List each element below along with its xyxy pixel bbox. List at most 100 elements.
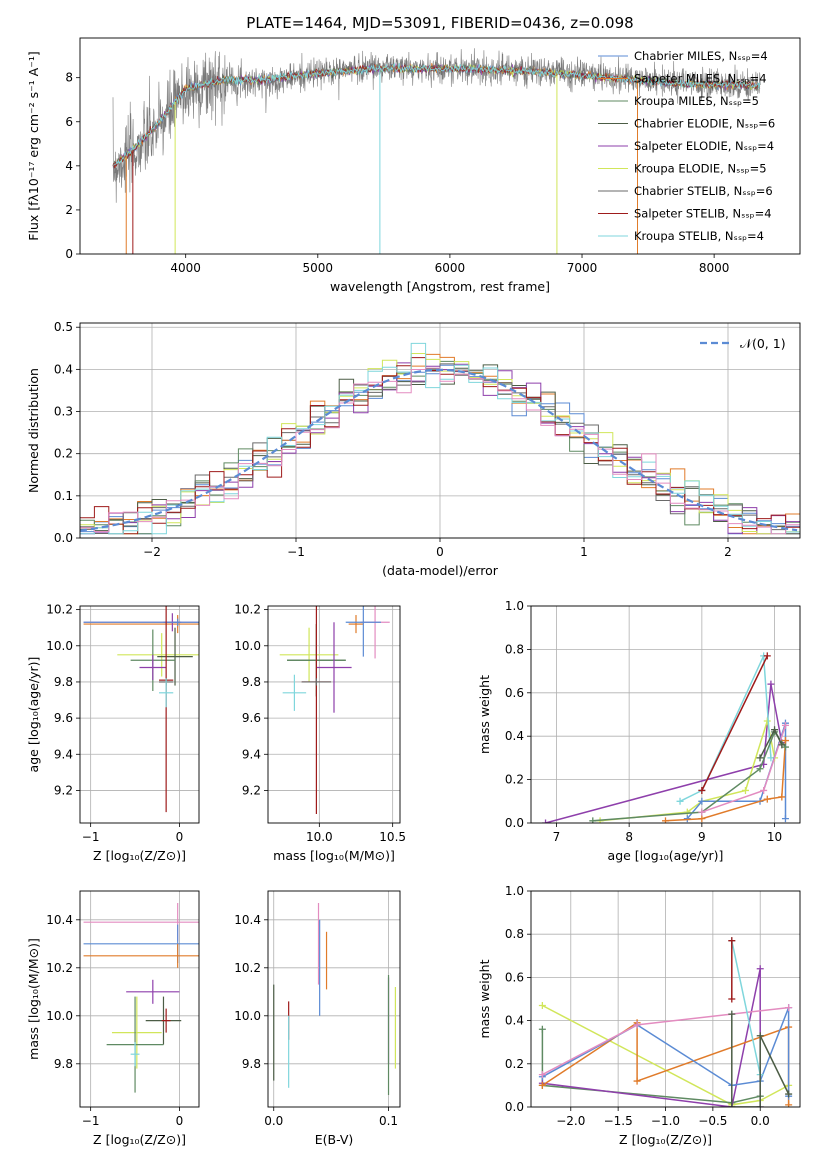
age-metallicity-panel: −1 0 9.2 9.4 9.6 9.8 10.0 10.2 Z [log₁₀(Z/Z⊙)] ag… — [26, 603, 200, 863]
y-tick-label: 0.2 — [54, 447, 73, 461]
weight-marker — [633, 1021, 641, 1029]
histogram-legend: 𝒩(0, 1) — [700, 336, 786, 351]
legend-label: Salpeter MILES, Nₛₛₚ=4 — [634, 72, 767, 86]
y-tick-label: 10.2 — [234, 961, 261, 975]
legend-label: Salpeter ELODIE, Nₛₛₚ=4 — [634, 139, 774, 153]
legend-label: Chabrier MILES, Nₛₛₚ=4 — [634, 49, 768, 63]
mass-weight-age-panel: 7 8 9 10 0.0 0.2 0.4 0.6 0.8 1.0 age [log₁₀(age/yr… — [477, 599, 801, 863]
weight-marker — [676, 797, 684, 805]
weight-marker — [589, 817, 597, 823]
y-tick-label: 10.0 — [46, 639, 73, 653]
mass-metallicity-panel: −1 0 9.8 10.0 10.2 10.4 Z [log₁₀(Z/Z⊙)] mass [l… — [26, 890, 200, 1147]
y-tick-label: 0.1 — [54, 489, 73, 503]
x-tick-label: 0 — [176, 830, 184, 844]
weight-line-kroupa_stelib — [679, 655, 772, 802]
weight-marker — [728, 937, 736, 945]
x-tick-label: 7 — [553, 830, 561, 844]
x-axis-label: Z [log₁₀(Z/Z⊙)] — [93, 1132, 186, 1147]
y-tick-label: 1.0 — [505, 884, 524, 898]
weight-marker — [756, 965, 764, 973]
y-tick-label: 0.0 — [54, 531, 73, 545]
plot-area — [273, 903, 397, 1095]
weight-marker — [763, 795, 771, 803]
y-tick-label: 9.8 — [54, 675, 73, 689]
x-tick-label: 0 — [176, 1114, 184, 1128]
y-tick-label: 9.2 — [242, 783, 261, 797]
histogram-pink — [80, 367, 800, 535]
x-tick-label: 0.1 — [379, 1114, 398, 1128]
y-tick-label: 9.4 — [54, 747, 73, 761]
weight-marker — [785, 1101, 793, 1107]
y-tick-label: 10.4 — [234, 913, 261, 927]
y-tick-label: 0.4 — [505, 1014, 524, 1028]
weight-marker — [781, 815, 789, 823]
y-tick-label: 1.0 — [505, 599, 524, 613]
weight-marker — [781, 737, 789, 745]
weight-marker — [538, 1081, 546, 1089]
weight-line-kroupa_miles — [592, 730, 787, 822]
weight-marker — [760, 786, 768, 794]
normal-reference-curve — [80, 368, 798, 532]
y-axis-label: mass weight — [477, 959, 492, 1038]
legend-label: Chabrier STELIB, Nₛₛₚ=6 — [634, 184, 773, 198]
axes-frame — [530, 605, 801, 824]
weight-marker — [633, 1077, 641, 1085]
histogram-kroupa_stelib — [80, 342, 800, 535]
weight-marker — [698, 808, 706, 816]
x-tick-label: −1.0 — [651, 1114, 680, 1128]
y-tick-label: 10.0 — [234, 1009, 261, 1023]
y-tick-label: 9.2 — [54, 783, 73, 797]
spectrum-panel: 4000 5000 6000 7000 8000 0 2 4 6 8 wavelength [Ang… — [26, 37, 801, 294]
y-tick-label: 0.2 — [505, 1057, 524, 1071]
x-tick-label: −0.5 — [698, 1114, 727, 1128]
weight-marker — [662, 817, 669, 823]
y-tick-label: 9.6 — [54, 711, 73, 725]
plot-area — [279, 606, 390, 814]
y-axis-label: mass [log₁₀(M/M⊙)] — [26, 938, 41, 1060]
x-tick-label: 10.0 — [306, 830, 333, 844]
y-tick-label: 0 — [65, 247, 73, 261]
weight-marker — [538, 1071, 546, 1079]
weight-marker — [756, 1032, 764, 1040]
x-tick-label: 2 — [724, 545, 732, 559]
y-tick-label: 0.8 — [505, 927, 524, 941]
y-tick-label: 6 — [65, 115, 73, 129]
weight-line-chabrier_elodie — [731, 1014, 790, 1107]
weight-marker — [728, 1010, 736, 1018]
x-tick-label: −1 — [287, 545, 305, 559]
weight-line-salpeter_elodie — [545, 683, 783, 823]
weight-marker — [785, 1004, 793, 1012]
x-tick-label: 7000 — [567, 261, 598, 275]
x-tick-label: −1.5 — [604, 1114, 633, 1128]
weight-marker — [698, 797, 706, 805]
y-axis-label: Normed distribution — [26, 368, 41, 493]
weight-marker — [778, 741, 786, 749]
y-tick-label: 9.8 — [242, 1057, 261, 1071]
x-tick-label: −1 — [82, 830, 100, 844]
axes-frame — [267, 605, 401, 824]
legend-label: 𝒩(0, 1) — [740, 336, 786, 351]
weight-marker — [763, 652, 771, 660]
axes-frame — [530, 890, 801, 1108]
x-tick-label: −2 — [143, 545, 161, 559]
legend-label: Chabrier ELODIE, Nₛₛₚ=6 — [634, 117, 775, 131]
weight-marker — [741, 786, 749, 794]
weight-marker — [538, 1001, 546, 1009]
weight-marker — [698, 786, 706, 794]
y-tick-label: 10.0 — [46, 1009, 73, 1023]
weight-marker — [767, 680, 775, 688]
mass-weight-metallicity-panel: −2.0 −1.5 −1.0 −0.5 0.0 0.0 0.2 0.4 0.6 0.8 1.0 Z [… — [477, 884, 801, 1147]
y-axis-label: mass weight — [477, 675, 492, 754]
weight-marker — [756, 754, 764, 762]
weight-line-salpeter_stelib — [701, 655, 768, 791]
plot-area — [80, 342, 800, 535]
y-tick-label: 10.0 — [234, 639, 261, 653]
axes-frame — [79, 37, 801, 255]
mass-extinction-panel: 0.0 0.1 9.8 10.0 10.2 10.4 E(B-V) — [234, 890, 401, 1147]
legend-label: Salpeter STELIB, Nₛₛₚ=4 — [634, 207, 772, 221]
x-tick-label: 8 — [625, 830, 633, 844]
x-tick-label: 1 — [580, 545, 588, 559]
age-mass-panel: 10.0 10.5 9.2 9.4 9.6 9.8 10.0 10.2 mass [log₁₀(… — [234, 603, 406, 863]
y-tick-label: 10.2 — [234, 603, 261, 617]
